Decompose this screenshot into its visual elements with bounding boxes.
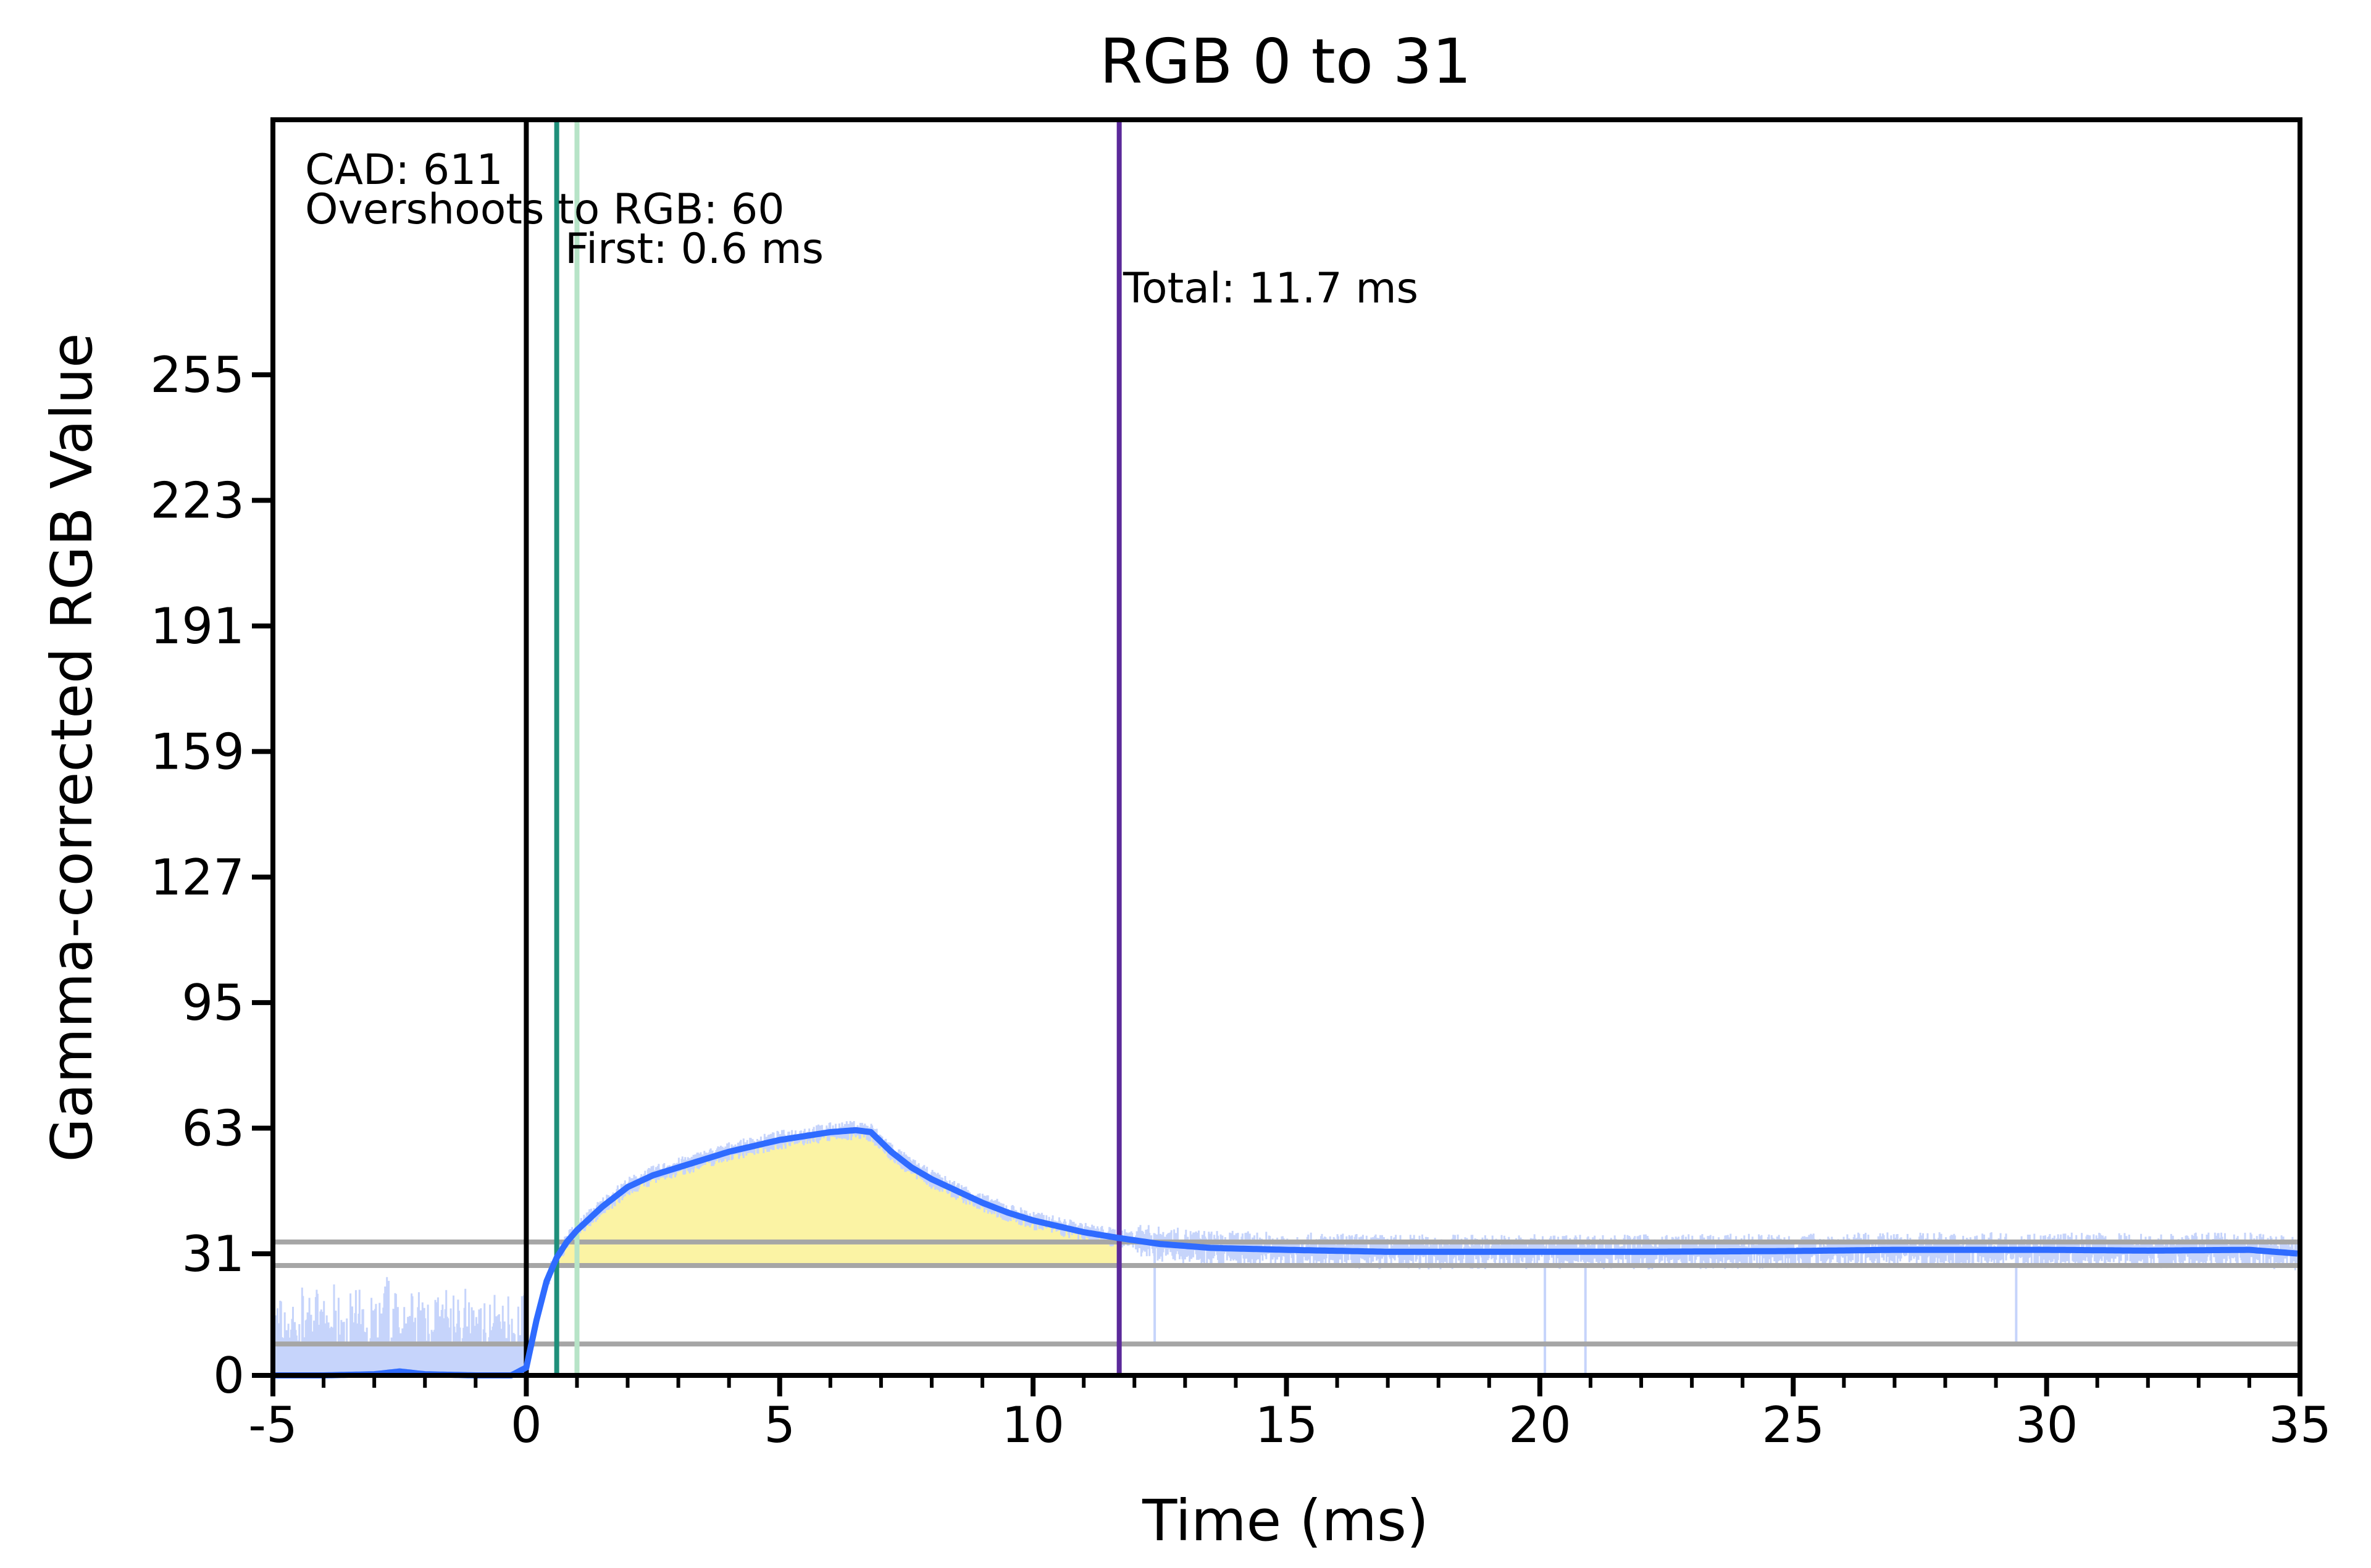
plot-area <box>272 120 2301 1378</box>
y-axis-label: Gamma-corrected RGB Value <box>39 333 105 1162</box>
y-tick-label: 191 <box>150 598 245 655</box>
x-tick-label: 35 <box>2269 1396 2331 1454</box>
marker-lines <box>524 120 1122 1375</box>
x-tick-label: 10 <box>1002 1396 1064 1454</box>
annotation-overshoot: Overshoots to RGB: 60 <box>305 185 785 234</box>
y-tick-label: 255 <box>150 346 245 404</box>
y-tick-label: 127 <box>150 849 245 906</box>
annotation-cad: CAD: 611 <box>305 146 503 194</box>
y-tick-label: 31 <box>182 1225 245 1283</box>
annotation-first: First: 0.6 ms <box>565 225 824 273</box>
y-tick-label: 159 <box>150 723 245 780</box>
x-tick-label: 30 <box>2015 1396 2078 1454</box>
y-tick-label: 95 <box>182 974 245 1032</box>
x-tick-label: 20 <box>1508 1396 1571 1454</box>
y-axis: 0 31 63 95 127 159 191 223 255 <box>150 346 273 1404</box>
x-tick-label: 25 <box>1762 1396 1825 1454</box>
x-axis: -5 0 5 10 15 20 25 30 35 <box>248 1375 2331 1454</box>
y-tick-label: 223 <box>150 472 245 530</box>
x-tick-label: 15 <box>1255 1396 1318 1454</box>
series-line <box>272 1127 2298 1378</box>
chart-title: RGB 0 to 31 <box>1100 25 1471 98</box>
x-axis-label: Time (ms) <box>1142 1488 1429 1554</box>
reference-lines <box>273 1239 2300 1347</box>
overshoot-fill <box>554 1130 1117 1266</box>
x-tick-label: -5 <box>248 1396 298 1454</box>
y-tick-label: 63 <box>182 1100 245 1157</box>
annotation-total: Total: 11.7 ms <box>1123 264 1418 313</box>
x-tick-label: 5 <box>764 1396 795 1454</box>
x-tick-label: 0 <box>511 1396 542 1454</box>
fill-layer <box>554 1130 1117 1266</box>
series-layer <box>272 1127 2298 1378</box>
y-tick-label: 0 <box>213 1347 245 1404</box>
